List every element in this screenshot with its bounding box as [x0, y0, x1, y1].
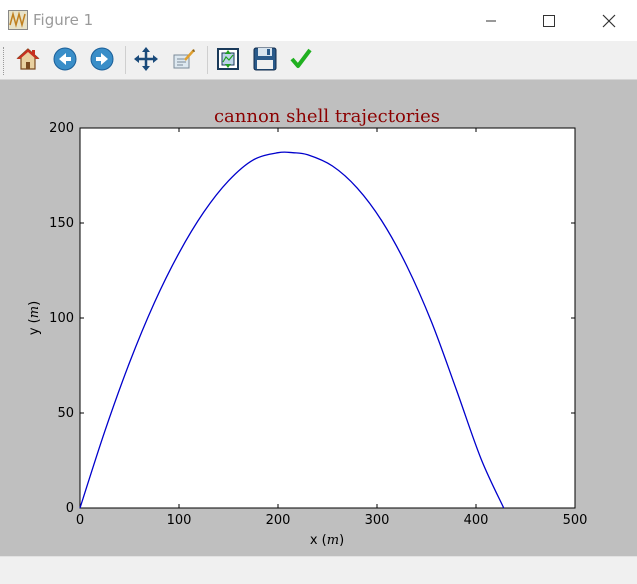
toolbar-separator [125, 46, 126, 74]
y-axis-label: y (m) [27, 301, 42, 335]
x-tick-label: 400 [464, 513, 489, 528]
y-axis-label-base: y [27, 323, 42, 335]
window-title: Figure 1 [33, 11, 94, 29]
x-tick-label: 300 [365, 513, 390, 528]
edit-parameters-button[interactable] [286, 44, 316, 74]
back-arrow-icon [53, 47, 77, 71]
home-button[interactable] [13, 44, 43, 74]
y-axis-label-paren-close: ) [27, 301, 42, 306]
x-axis-label-paren-close: ) [339, 533, 344, 548]
chart-title: cannon shell trajectories [214, 106, 440, 127]
toolbar-grip [3, 47, 7, 75]
window-titlebar: Figure 1 [0, 0, 637, 41]
figure-canvas[interactable]: cannon shell trajectories 0 100 200 300 400 5… [0, 80, 637, 556]
pan-arrows-icon [134, 47, 158, 71]
y-tick-label: 0 [66, 501, 74, 516]
x-axis-label-var: m [327, 533, 339, 548]
series-layer [79, 151, 505, 509]
toolbar-separator [207, 46, 208, 74]
forward-arrow-icon [90, 47, 114, 71]
back-button[interactable] [50, 44, 80, 74]
y-tick-label: 200 [49, 121, 74, 136]
x-axis-label-base: x [310, 533, 322, 548]
x-axis-ticks: 0 100 200 300 400 500 [76, 128, 588, 528]
floppy-disk-icon [253, 47, 277, 71]
navigation-toolbar [0, 41, 637, 80]
maximize-icon [543, 14, 555, 27]
pan-button[interactable] [131, 44, 161, 74]
y-tick-label: 150 [49, 216, 74, 231]
plot-svg: cannon shell trajectories 0 100 200 300 400 5… [27, 106, 588, 548]
save-button[interactable] [250, 44, 280, 74]
y-axis-ticks: 0 50 100 150 200 [49, 121, 575, 516]
subplots-icon [217, 48, 239, 70]
x-tick-label: 100 [167, 513, 192, 528]
minimize-icon [486, 20, 496, 21]
configure-subplots-button[interactable] [213, 44, 243, 74]
x-tick-label: 500 [563, 513, 588, 528]
zoom-rect-icon [173, 49, 195, 69]
home-icon [16, 48, 40, 70]
x-axis-label-paren-open: ( [322, 533, 327, 548]
trajectory-line [79, 151, 505, 509]
y-tick-label: 50 [57, 406, 74, 421]
forward-button[interactable] [87, 44, 117, 74]
checkmark-icon [290, 48, 312, 68]
close-icon [602, 14, 616, 27]
x-tick-label: 0 [76, 513, 84, 528]
y-axis-label-paren-open: ( [27, 318, 42, 323]
x-tick-label: 200 [266, 513, 291, 528]
axes-frame [79, 127, 576, 509]
y-axis-label-var: m [27, 306, 42, 318]
zoom-button[interactable] [169, 44, 199, 74]
y-tick-label: 100 [49, 311, 74, 326]
maximize-button[interactable] [526, 0, 572, 41]
status-bar [0, 556, 637, 584]
figure-app-icon [8, 10, 28, 30]
close-button[interactable] [586, 0, 632, 41]
minimize-button[interactable] [468, 0, 514, 41]
x-axis-label: x (m) [310, 533, 344, 548]
